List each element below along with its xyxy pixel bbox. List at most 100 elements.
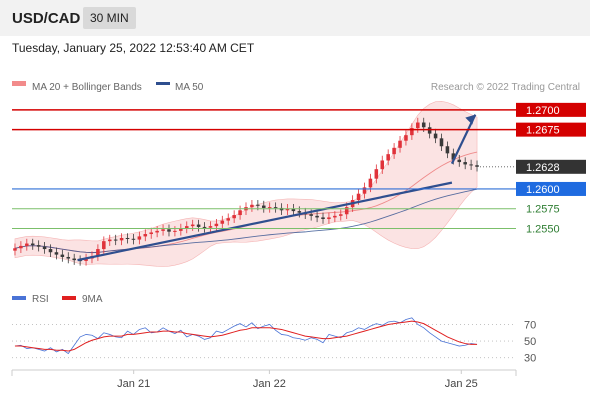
x-tick-label: Jan 22 — [253, 378, 286, 390]
resistance-label-box — [516, 102, 586, 117]
candle-body — [339, 214, 343, 216]
candle-body — [143, 234, 148, 237]
rsi-ma-line — [14, 320, 478, 352]
candle-body — [475, 165, 479, 167]
candle-body — [131, 238, 136, 240]
candle-body — [368, 178, 373, 188]
candle-body — [119, 237, 124, 241]
candle-body — [60, 254, 65, 257]
bollinger-band — [14, 101, 478, 267]
candle-body — [392, 147, 396, 155]
candle-body — [102, 241, 106, 250]
candle-body — [179, 228, 183, 231]
rsi-tick-label: 70 — [524, 319, 536, 331]
rsi-tick-label: 50 — [524, 336, 536, 348]
candle-body — [457, 159, 462, 163]
candle-body — [107, 239, 112, 242]
x-tick-label: Jan 25 — [445, 378, 478, 390]
candle-body — [439, 138, 444, 147]
candle-body — [433, 133, 438, 139]
x-tick-label: Jan 21 — [117, 378, 150, 390]
timestamp: Tuesday, January 25, 2022 12:53:40 AM CE… — [12, 41, 255, 55]
rsi-legend-label: RSI — [32, 294, 49, 305]
candle-body — [469, 164, 473, 166]
candle-body — [297, 211, 302, 213]
candle-body — [267, 207, 272, 209]
candle-body — [421, 122, 426, 128]
candle-body — [374, 169, 379, 179]
ma20-legend-label: MA 20 + Bollinger Bands — [32, 82, 142, 93]
candle-body — [386, 154, 390, 161]
candle-body — [404, 135, 408, 141]
minor-support-label: 1.2575 — [526, 204, 560, 216]
minor-support-label: 1.2550 — [526, 224, 560, 236]
candle-body — [333, 215, 337, 218]
candle-body — [261, 205, 266, 208]
candle-body — [362, 187, 367, 194]
candle-body — [327, 217, 331, 220]
candle-body — [36, 245, 41, 247]
candle-body — [125, 237, 130, 239]
ma50-legend-label: MA 50 — [175, 82, 204, 93]
resistance-label: 1.2700 — [526, 105, 560, 117]
candle-body — [113, 239, 118, 241]
candle-body — [25, 243, 29, 246]
candle-body — [398, 140, 402, 148]
projection-arrow-head — [465, 114, 476, 125]
support-label: 1.2600 — [526, 184, 560, 196]
candle-body — [202, 226, 207, 228]
chart-panel: Tuesday, January 25, 2022 12:53:40 AM CE… — [0, 36, 590, 400]
candle-body — [173, 230, 177, 232]
last-price-box — [516, 159, 586, 174]
candle-body — [238, 210, 242, 216]
candle-body — [161, 229, 165, 231]
candle-body — [309, 214, 313, 216]
rsi-line — [14, 317, 478, 355]
source-credit: Research © 2022 Trading Central — [431, 82, 580, 93]
support-label-box — [516, 181, 586, 196]
rsi-ma-legend-swatch — [62, 296, 76, 300]
candle-body — [190, 224, 195, 227]
candle-body — [256, 204, 260, 206]
candle-body — [285, 208, 290, 211]
timeframe-badge[interactable]: 30 MIN — [83, 7, 136, 29]
candle-body — [196, 224, 201, 227]
candle-body — [72, 258, 76, 261]
candle-body — [30, 243, 35, 246]
candle-body — [48, 249, 53, 253]
candle-body — [13, 248, 17, 251]
rsi-tick-label: 30 — [524, 353, 536, 365]
candle-body — [291, 208, 296, 212]
rsi-legend-swatch — [12, 296, 26, 300]
candle-body — [356, 193, 361, 201]
resistance-label-box — [516, 122, 586, 137]
symbol-title: USD/CAD — [12, 10, 81, 27]
candle-body — [315, 215, 319, 218]
candle-body — [451, 153, 456, 160]
x-axis-ticks: Jan 21 Jan 22 Jan 25 — [117, 370, 478, 390]
price-levels: 1.2700 1.2675 1.2628 1.2600 1.2575 1.2550 — [12, 102, 586, 236]
candle-body — [54, 252, 59, 255]
candle-body — [167, 229, 171, 232]
candle-body — [66, 256, 71, 259]
candle-body — [42, 246, 47, 250]
candle-body — [226, 218, 231, 221]
candle-body — [149, 232, 153, 235]
candle-body — [410, 128, 414, 136]
resistance-label: 1.2675 — [526, 125, 560, 137]
candle-body — [321, 217, 325, 220]
ma50-legend-swatch — [156, 82, 170, 85]
rsi-ma-legend-label: 9MA — [82, 294, 103, 305]
last-price-label: 1.2628 — [526, 162, 560, 174]
candle-body — [220, 220, 225, 224]
price-plot — [13, 101, 479, 267]
candle-body — [84, 258, 88, 261]
candle-body — [184, 226, 189, 229]
ma20-legend-swatch — [12, 81, 26, 86]
price-chart-svg: Tuesday, January 25, 2022 12:53:40 AM CE… — [11, 41, 586, 390]
candle-body — [344, 207, 349, 215]
candle-body — [96, 249, 100, 257]
candle-body — [250, 204, 254, 208]
candle-body — [137, 236, 142, 240]
